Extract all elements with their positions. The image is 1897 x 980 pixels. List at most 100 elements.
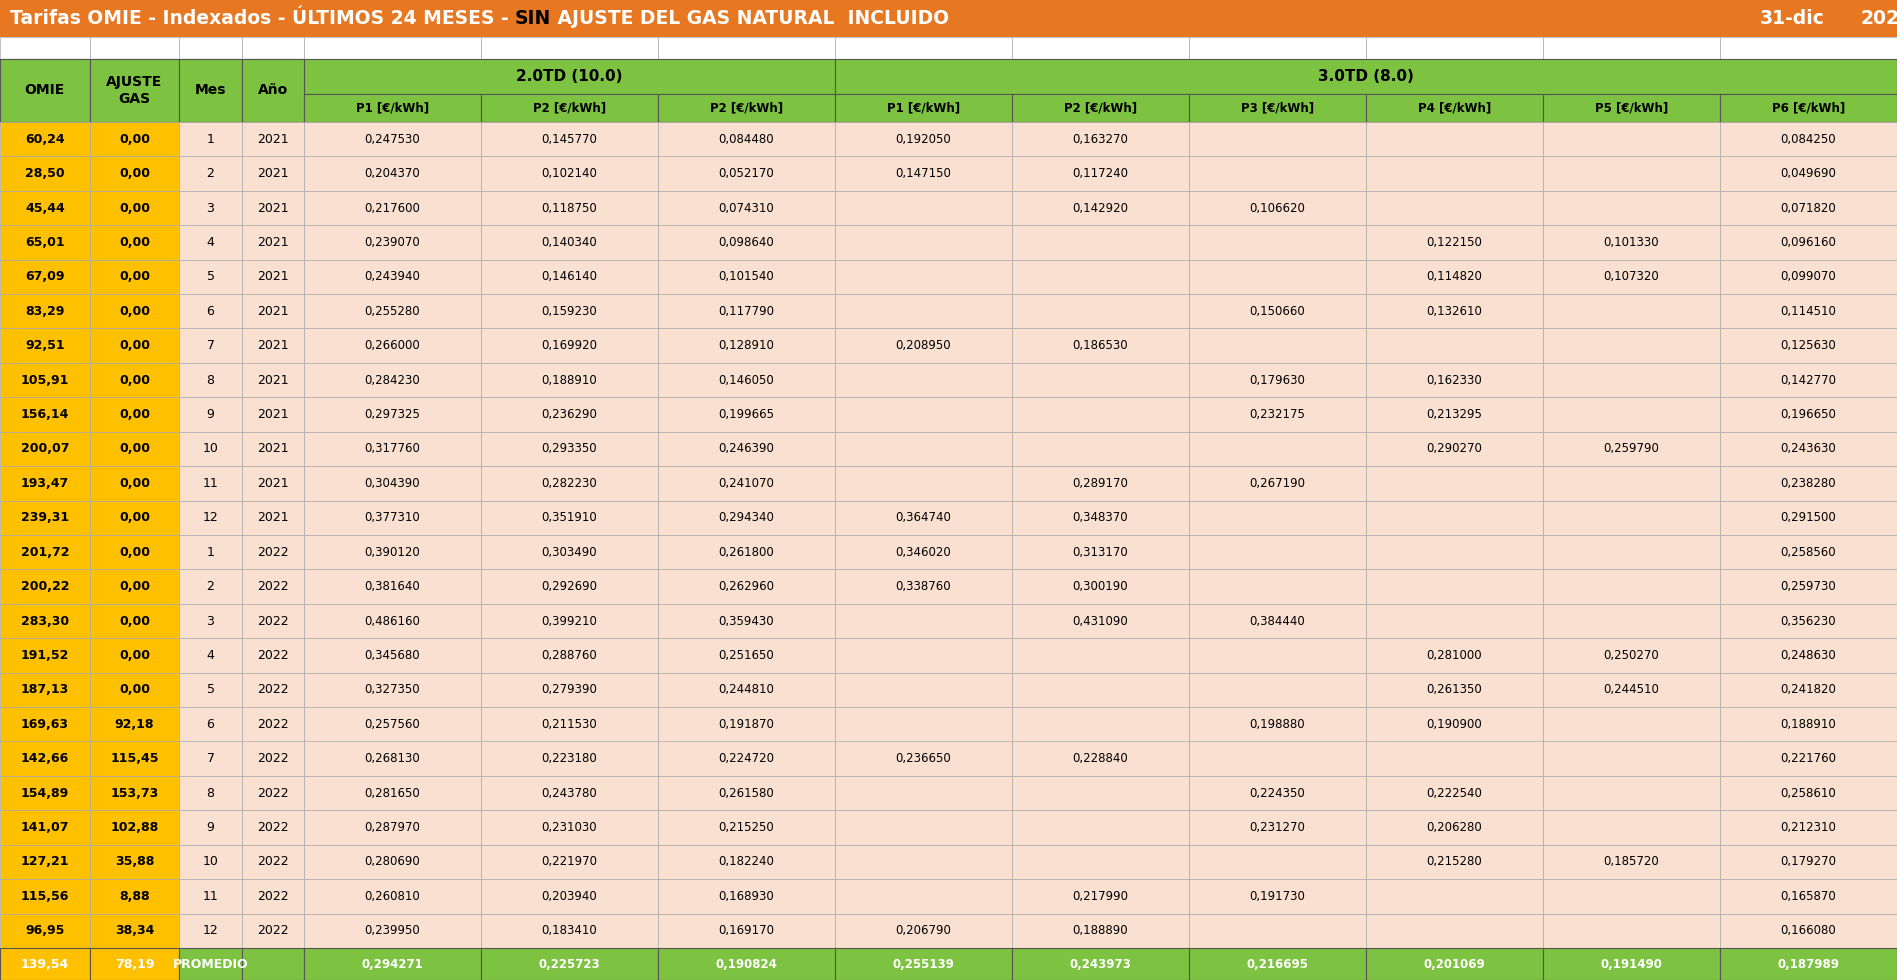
Text: 0,203940: 0,203940	[541, 890, 598, 903]
FancyBboxPatch shape	[180, 225, 241, 260]
Text: 45,44: 45,44	[25, 202, 64, 215]
Text: 0,00: 0,00	[120, 442, 150, 456]
Text: 0,190824: 0,190824	[715, 957, 778, 970]
FancyBboxPatch shape	[1542, 432, 1721, 466]
Text: 0,231270: 0,231270	[1250, 821, 1305, 834]
FancyBboxPatch shape	[1366, 328, 1542, 363]
FancyBboxPatch shape	[1542, 913, 1721, 948]
FancyBboxPatch shape	[0, 845, 89, 879]
Text: 0,142920: 0,142920	[1072, 202, 1129, 215]
FancyBboxPatch shape	[0, 810, 89, 845]
Text: PROMEDIO: PROMEDIO	[173, 957, 249, 970]
Text: 0,00: 0,00	[120, 649, 150, 662]
FancyBboxPatch shape	[658, 294, 835, 328]
Text: 0,074310: 0,074310	[719, 202, 774, 215]
FancyBboxPatch shape	[89, 191, 180, 225]
FancyBboxPatch shape	[0, 59, 89, 122]
FancyBboxPatch shape	[1542, 569, 1721, 604]
FancyBboxPatch shape	[304, 94, 480, 122]
FancyBboxPatch shape	[1542, 638, 1721, 672]
Text: 2022: 2022	[256, 717, 288, 731]
Text: 96,95: 96,95	[25, 924, 64, 937]
FancyBboxPatch shape	[89, 59, 180, 122]
Text: 0,145770: 0,145770	[541, 132, 598, 146]
Text: 201,72: 201,72	[21, 546, 68, 559]
FancyBboxPatch shape	[1366, 122, 1542, 157]
FancyBboxPatch shape	[180, 535, 241, 569]
Text: 0,290270: 0,290270	[1427, 442, 1482, 456]
FancyBboxPatch shape	[1366, 363, 1542, 397]
Text: 0,292690: 0,292690	[541, 580, 598, 593]
FancyBboxPatch shape	[1721, 328, 1897, 363]
FancyBboxPatch shape	[180, 948, 241, 980]
Text: 0,098640: 0,098640	[719, 236, 774, 249]
FancyBboxPatch shape	[480, 501, 658, 535]
Text: 0,166080: 0,166080	[1781, 924, 1836, 937]
Text: 4: 4	[207, 649, 214, 662]
FancyBboxPatch shape	[480, 569, 658, 604]
FancyBboxPatch shape	[304, 776, 480, 810]
Text: 0,239070: 0,239070	[364, 236, 421, 249]
Text: 0,188890: 0,188890	[1072, 924, 1129, 937]
Text: 0,052170: 0,052170	[719, 168, 774, 180]
Text: 67,09: 67,09	[25, 270, 64, 283]
FancyBboxPatch shape	[658, 501, 835, 535]
Text: 8,88: 8,88	[120, 890, 150, 903]
Text: 0,261350: 0,261350	[1427, 683, 1482, 697]
FancyBboxPatch shape	[1542, 501, 1721, 535]
FancyBboxPatch shape	[89, 397, 180, 432]
FancyBboxPatch shape	[1189, 363, 1366, 397]
Text: 193,47: 193,47	[21, 477, 68, 490]
Text: 0,281650: 0,281650	[364, 787, 421, 800]
Text: 0,216695: 0,216695	[1246, 957, 1309, 970]
Text: 0,399210: 0,399210	[541, 614, 598, 627]
FancyBboxPatch shape	[480, 672, 658, 708]
Text: 0,261800: 0,261800	[719, 546, 774, 559]
Text: 0,192050: 0,192050	[895, 132, 950, 146]
FancyBboxPatch shape	[1721, 708, 1897, 742]
Text: 0,241070: 0,241070	[719, 477, 774, 490]
FancyBboxPatch shape	[89, 776, 180, 810]
FancyBboxPatch shape	[304, 328, 480, 363]
FancyBboxPatch shape	[241, 191, 304, 225]
FancyBboxPatch shape	[0, 260, 89, 294]
FancyBboxPatch shape	[304, 879, 480, 913]
Text: 0,266000: 0,266000	[364, 339, 421, 352]
FancyBboxPatch shape	[1721, 913, 1897, 948]
Text: 0,191870: 0,191870	[719, 717, 774, 731]
Text: 0,114820: 0,114820	[1427, 270, 1482, 283]
FancyBboxPatch shape	[1721, 569, 1897, 604]
FancyBboxPatch shape	[241, 604, 304, 638]
Text: 2022: 2022	[256, 580, 288, 593]
FancyBboxPatch shape	[0, 225, 89, 260]
Text: 7: 7	[207, 339, 214, 352]
FancyBboxPatch shape	[835, 59, 1897, 94]
FancyBboxPatch shape	[1366, 638, 1542, 672]
FancyBboxPatch shape	[480, 535, 658, 569]
FancyBboxPatch shape	[1542, 260, 1721, 294]
FancyBboxPatch shape	[1542, 672, 1721, 708]
Text: 0,384440: 0,384440	[1250, 614, 1305, 627]
FancyBboxPatch shape	[1366, 294, 1542, 328]
Text: 0,191490: 0,191490	[1601, 957, 1662, 970]
FancyBboxPatch shape	[241, 37, 304, 59]
Text: 0,259790: 0,259790	[1603, 442, 1660, 456]
FancyBboxPatch shape	[1366, 397, 1542, 432]
FancyBboxPatch shape	[1721, 810, 1897, 845]
Text: P1 [€/kWh]: P1 [€/kWh]	[357, 102, 429, 115]
FancyBboxPatch shape	[304, 225, 480, 260]
Text: 0,00: 0,00	[120, 305, 150, 318]
Text: 4: 4	[207, 236, 214, 249]
Text: 0,00: 0,00	[120, 132, 150, 146]
Text: 156,14: 156,14	[21, 408, 68, 421]
Text: 7: 7	[207, 753, 214, 765]
Text: 0,00: 0,00	[120, 373, 150, 387]
Text: 0,168930: 0,168930	[719, 890, 774, 903]
FancyBboxPatch shape	[89, 913, 180, 948]
FancyBboxPatch shape	[180, 191, 241, 225]
FancyBboxPatch shape	[241, 466, 304, 501]
FancyBboxPatch shape	[1721, 260, 1897, 294]
FancyBboxPatch shape	[835, 397, 1011, 432]
FancyBboxPatch shape	[0, 672, 89, 708]
FancyBboxPatch shape	[1011, 742, 1189, 776]
